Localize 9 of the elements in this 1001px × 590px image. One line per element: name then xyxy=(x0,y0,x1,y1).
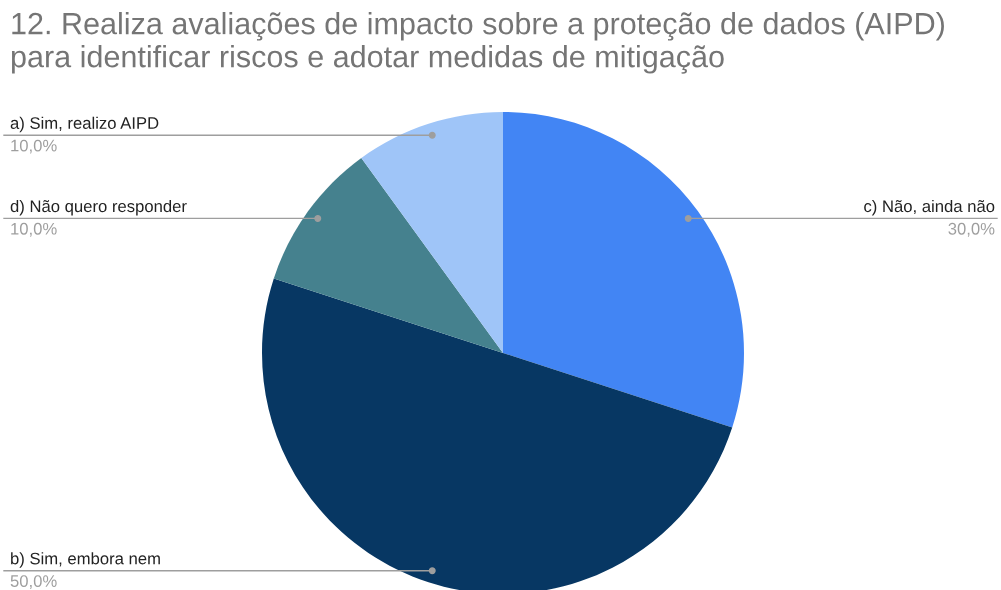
slice-label: d) Não quero responder xyxy=(10,199,187,216)
slice-label: b) Sim, embora nem xyxy=(11,552,160,568)
data-label: 30,0% xyxy=(948,222,995,237)
data-label: 50,0% xyxy=(10,575,57,589)
slice-label: c) Não, ainda não xyxy=(864,199,995,216)
data-label: 10,0% xyxy=(11,139,57,154)
chart-title: 12. Realiza avaliações de impacto sobre a proteção de dados (AIPD) para identificar riscos e adotar medidas de mitigação xyxy=(11,12,944,74)
slice-label: a) Sim, realizo AIPD xyxy=(10,116,159,133)
data-label: 10,0% xyxy=(11,222,57,237)
